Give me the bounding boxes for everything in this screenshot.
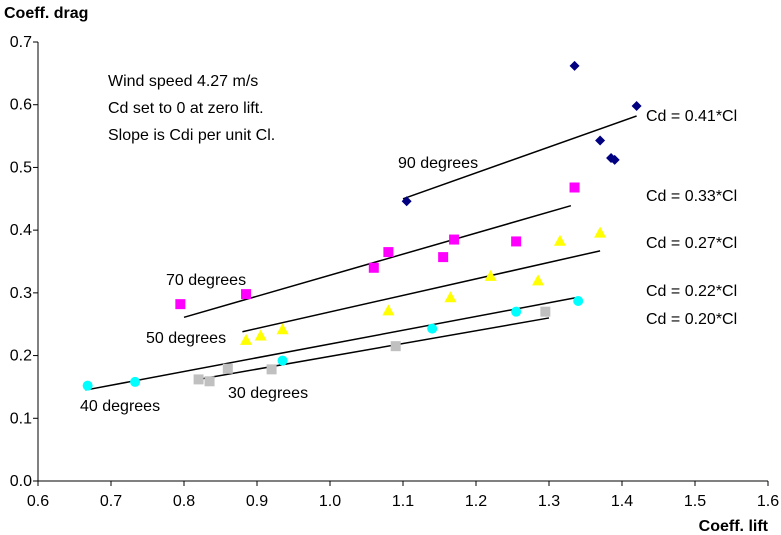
note-cd-zero: Cd set to 0 at zero lift. <box>108 100 264 117</box>
fit-line-50-degrees <box>242 250 601 333</box>
x-tick-label: 1.6 <box>757 493 779 510</box>
x-tick-label: 1.5 <box>684 493 706 510</box>
point-90-degrees <box>609 154 620 165</box>
point-40-degrees <box>130 376 141 387</box>
point-50-degrees <box>594 226 607 238</box>
point-50-degrees <box>444 291 457 303</box>
fit-label-40-degrees: Cd = 0.22*Cl <box>646 283 737 300</box>
series-label-50-degrees: 50 degrees <box>146 330 226 347</box>
data-markers <box>82 60 642 391</box>
fit-line-90-degrees <box>402 115 637 200</box>
fit-lines <box>85 115 637 391</box>
point-30-degrees <box>540 306 551 317</box>
fit-line-30-degrees <box>198 317 550 381</box>
point-50-degrees <box>484 269 497 281</box>
y-tick-label: 0.6 <box>10 97 32 114</box>
point-70-degrees <box>449 234 460 245</box>
point-30-degrees <box>193 374 204 385</box>
y-axis-title: Coeff. drag <box>4 5 88 22</box>
point-90-degrees <box>631 100 642 111</box>
fit-label-70-degrees: Cd = 0.33*Cl <box>646 188 737 205</box>
point-40-degrees <box>277 355 288 366</box>
point-70-degrees <box>383 247 394 258</box>
point-50-degrees <box>532 274 545 286</box>
x-tick-label: 0.9 <box>246 493 268 510</box>
point-40-degrees <box>573 296 584 307</box>
x-axis-ticks: 0.6 0.7 0.8 0.9 1.0 1.1 1.2 1.3 1.4 1.5 1.6 <box>27 481 779 510</box>
x-tick-label: 0.7 <box>100 493 122 510</box>
point-70-degrees <box>511 236 522 247</box>
y-tick-label: 0.3 <box>10 285 32 302</box>
y-axis-ticks: 0.0 0.1 0.2 0.3 0.4 0.5 0.6 0.7 <box>10 34 38 490</box>
x-tick-label: 0.8 <box>173 493 195 510</box>
point-30-degrees <box>266 364 277 375</box>
fit-label-50-degrees: Cd = 0.27*Cl <box>646 235 737 252</box>
point-90-degrees <box>401 196 412 207</box>
point-50-degrees <box>276 323 289 335</box>
point-40-degrees <box>82 380 93 391</box>
x-tick-label: 1.2 <box>465 493 487 510</box>
point-70-degrees <box>438 252 449 263</box>
point-70-degrees <box>175 299 186 310</box>
x-tick-label: 1.1 <box>392 493 414 510</box>
x-axis-title: Coeff. lift <box>699 518 769 535</box>
point-30-degrees <box>222 363 233 374</box>
point-30-degrees <box>390 341 401 352</box>
y-tick-label: 0.7 <box>10 34 32 51</box>
note-slope: Slope is Cdi per unit Cl. <box>108 127 275 144</box>
series-label-40-degrees: 40 degrees <box>80 398 160 415</box>
point-70-degrees <box>368 262 379 273</box>
fit-equations: Cd = 0.41*Cl Cd = 0.33*Cl Cd = 0.27*Cl C… <box>646 108 737 328</box>
series-label-30-degrees: 30 degrees <box>228 385 308 402</box>
y-tick-label: 0.0 <box>10 473 32 490</box>
point-40-degrees <box>511 306 522 317</box>
point-50-degrees <box>382 304 395 316</box>
point-50-degrees <box>553 234 566 246</box>
point-90-degrees <box>569 60 580 71</box>
point-40-degrees <box>427 323 438 334</box>
y-tick-label: 0.5 <box>10 159 32 176</box>
y-tick-label: 0.2 <box>10 348 32 365</box>
point-30-degrees <box>204 376 215 387</box>
point-70-degrees <box>241 289 252 300</box>
x-tick-label: 1.3 <box>538 493 560 510</box>
info-notes: Wind speed 4.27 m/s Cd set to 0 at zero … <box>108 73 275 144</box>
series-labels: 90 degrees 70 degrees 50 degrees 40 degr… <box>80 155 478 415</box>
series-label-90-degrees: 90 degrees <box>398 155 478 172</box>
fit-label-90-degrees: Cd = 0.41*Cl <box>646 108 737 125</box>
point-90-degrees <box>595 135 606 146</box>
fit-label-30-degrees: Cd = 0.20*Cl <box>646 311 737 328</box>
y-tick-label: 0.1 <box>10 410 32 427</box>
x-tick-label: 0.6 <box>27 493 49 510</box>
note-wind-speed: Wind speed 4.27 m/s <box>108 73 258 90</box>
point-50-degrees <box>254 329 267 341</box>
series-label-70-degrees: 70 degrees <box>166 272 246 289</box>
y-tick-label: 0.4 <box>10 222 32 239</box>
x-tick-label: 1.0 <box>319 493 341 510</box>
point-50-degrees <box>240 333 253 345</box>
fit-line-40-degrees <box>85 296 579 391</box>
x-tick-label: 1.4 <box>611 493 633 510</box>
point-70-degrees <box>569 182 580 193</box>
